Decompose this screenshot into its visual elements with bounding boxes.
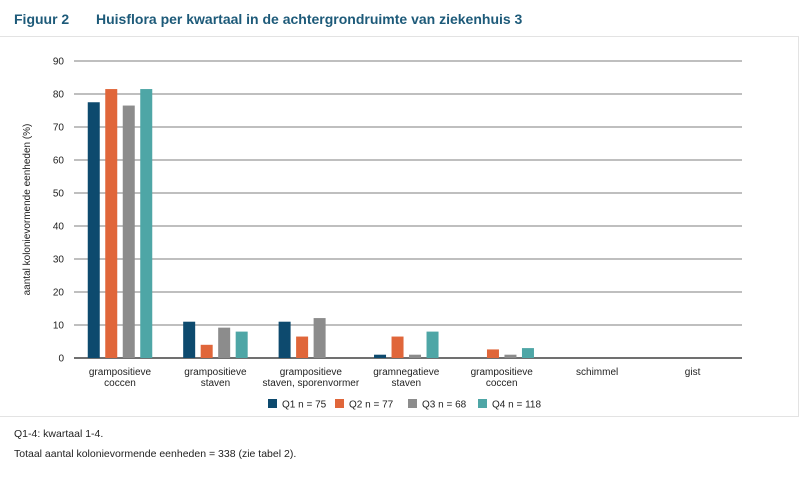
legend-label: Q2 n = 77 xyxy=(349,400,394,411)
legend-swatch xyxy=(268,399,277,408)
figure-heading: Figuur 2 Huisflora per kwartaal in de ach… xyxy=(14,11,522,27)
x-tick-label: grampositieve staven, sporenvormer xyxy=(262,367,359,389)
bar xyxy=(426,331,439,358)
bar xyxy=(409,354,422,358)
bar xyxy=(140,89,153,359)
figure-number: Figuur 2 xyxy=(14,11,70,27)
legend-label: Q1 n = 75 xyxy=(282,400,327,411)
x-tick-label: grampositieve coccen xyxy=(471,367,534,389)
frame-top-border xyxy=(0,36,799,37)
y-tick-label: 80 xyxy=(53,90,65,101)
bars xyxy=(87,89,534,359)
bar xyxy=(122,105,135,358)
x-tick-label: schimmel xyxy=(576,367,618,378)
bar xyxy=(278,321,291,358)
y-tick-label: 0 xyxy=(58,354,64,365)
legend-swatch xyxy=(408,399,417,408)
x-tick-label: grampositieve coccen xyxy=(89,367,152,389)
bar xyxy=(87,102,100,358)
y-tick-label: 10 xyxy=(53,321,65,332)
footnote-quarters: Q1-4: kwartaal 1-4. xyxy=(14,428,104,440)
gridlines xyxy=(74,60,742,359)
y-tick-label: 70 xyxy=(53,123,65,134)
bar xyxy=(235,331,248,358)
legend: Q1 n = 75 Q2 n = 77 Q3 n = 68 Q4 n = 118 xyxy=(268,399,541,411)
legend-label: Q3 n = 68 xyxy=(422,400,467,411)
y-tick-label: 30 xyxy=(53,255,65,266)
bar xyxy=(486,349,499,358)
y-tick-label: 40 xyxy=(53,222,65,233)
footnote-total: Totaal aantal kolonievormende eenheden =… xyxy=(14,448,297,460)
legend-swatch xyxy=(478,399,487,408)
frame-bottom-border xyxy=(0,416,799,417)
bar xyxy=(183,321,196,358)
x-tick-label: gist xyxy=(685,367,701,378)
bar xyxy=(218,327,231,358)
frame-right-border xyxy=(798,36,799,416)
legend-swatch xyxy=(335,399,344,408)
legend-item: Q4 n = 118 xyxy=(478,399,541,411)
bar xyxy=(504,354,517,358)
x-tick-label: grampositieve staven xyxy=(184,367,247,389)
bar xyxy=(374,354,387,358)
y-tick-label: 90 xyxy=(53,57,65,68)
y-tick-label: 20 xyxy=(53,288,65,299)
bar xyxy=(200,344,213,358)
legend-item: Q3 n = 68 xyxy=(408,399,467,411)
bar xyxy=(105,89,118,359)
bar xyxy=(313,318,326,358)
legend-item: Q2 n = 77 xyxy=(335,399,394,411)
bar xyxy=(391,336,404,358)
x-tick-label: gramnegatieve staven xyxy=(373,367,440,389)
y-axis-label: aantal kolonievormende eenheden (%) xyxy=(22,124,33,296)
y-tick-labels: 0 10 20 30 40 50 60 70 80 90 xyxy=(53,57,65,365)
bar xyxy=(521,348,534,358)
y-tick-label: 50 xyxy=(53,189,65,200)
y-tick-label: 60 xyxy=(53,156,65,167)
bar-chart: 0 10 20 30 40 50 60 70 80 90 aantal kolonievormen… xyxy=(22,57,742,411)
legend-label: Q4 n = 118 xyxy=(492,400,541,411)
figure-title: Huisflora per kwartaal in de achtergrond… xyxy=(96,11,523,27)
bar xyxy=(296,336,309,358)
legend-item: Q1 n = 75 xyxy=(268,399,327,411)
x-tick-labels: grampositieve coccen grampositieve staven gr… xyxy=(89,367,701,389)
